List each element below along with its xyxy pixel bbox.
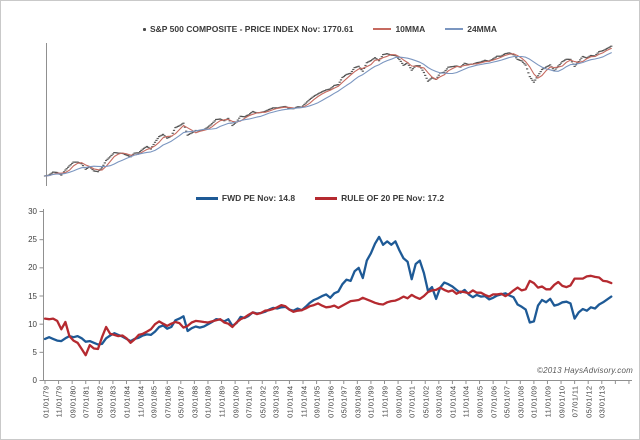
x-axis-date-label: 11/01/89 — [217, 385, 227, 417]
x-axis-date-label: 01/01/79 — [41, 385, 50, 418]
x-axis-date-label: 03/01/93 — [271, 385, 281, 418]
x-axis-date-label: 07/01/96 — [326, 385, 336, 418]
series-line-marker-icon — [195, 196, 218, 200]
legend-item: 10MMA — [373, 24, 425, 34]
x-axis-date-label: 03/01/03 — [434, 385, 444, 418]
series-line-marker-icon — [373, 28, 392, 30]
x-axis-date-label: 09/01/05 — [475, 385, 485, 418]
x-axis-date-label: 05/01/12 — [584, 385, 594, 418]
y-axis-tick-label: 25 — [28, 235, 37, 245]
x-axis-date-label: 03/01/98 — [353, 385, 363, 418]
x-axis-date-label: 11/01/99 — [380, 385, 390, 417]
x-axis-date-label: 09/01/80 — [68, 385, 78, 418]
x-axis-date-label: 07/01/01 — [407, 385, 417, 418]
x-axis-date-label: 05/01/07 — [502, 385, 512, 418]
legend-label: 10MMA — [395, 24, 426, 34]
legend-item: FWD PE Nov: 14.8 — [195, 193, 296, 203]
legend-item: 24MMA — [445, 24, 497, 34]
x-axis-date-label: 11/01/79 — [54, 385, 64, 417]
x-axis-date-label: 01/01/04 — [448, 385, 458, 418]
legend-label: RULE OF 20 PE Nov: 17.2 — [341, 193, 445, 203]
x-axis-date-label: 05/01/92 — [258, 385, 268, 418]
x-axis-date-label: 01/01/99 — [366, 385, 376, 418]
x-axis-date-label: 01/01/84 — [122, 385, 132, 418]
x-axis-date-label: 05/01/87 — [176, 385, 186, 418]
top-chart-legend: S&P 500 COMPOSITE - PRICE INDEX Nov: 177… — [1, 24, 639, 34]
x-axis-date-label: 03/01/88 — [190, 385, 200, 418]
x-axis-date-label: 09/01/90 — [231, 385, 241, 418]
y-axis-tick-label: 20 — [28, 263, 37, 273]
legend-item: RULE OF 20 PE Nov: 17.2 — [315, 193, 444, 203]
y-axis-tick-label: 5 — [32, 347, 37, 357]
x-axis-date-label: 09/01/95 — [312, 385, 322, 418]
x-axis-date-label: 07/01/91 — [244, 385, 254, 418]
legend-label: 24MMA — [467, 24, 497, 34]
x-axis-date-label: 11/01/94 — [299, 385, 309, 417]
x-axis-date-label: 03/01/08 — [516, 385, 526, 418]
x-axis-date-label: 07/01/06 — [489, 385, 499, 418]
y-axis-tick-label: 10 — [28, 319, 37, 329]
x-axis-date-label: 05/01/02 — [421, 385, 431, 418]
legend-label: S&P 500 COMPOSITE - PRICE INDEX Nov: 177… — [150, 24, 354, 34]
x-axis-date-label: 03/01/13 — [597, 385, 607, 418]
x-axis-date-label: 07/01/81 — [81, 385, 91, 418]
legend-item: S&P 500 COMPOSITE - PRICE INDEX Nov: 177… — [143, 24, 353, 34]
x-axis-date-label: 03/01/83 — [108, 385, 118, 418]
x-axis-date-label: 07/01/86 — [163, 385, 173, 418]
series-dot-marker-icon — [143, 27, 146, 31]
y-axis-tick-label: 30 — [28, 207, 37, 216]
x-axis-date-label: 05/01/82 — [95, 385, 105, 418]
bottom-chart-legend: FWD PE Nov: 14.8 RULE OF 20 PE Nov: 17.2 — [1, 193, 639, 203]
legend-label: FWD PE Nov: 14.8 — [221, 193, 296, 203]
x-axis-date-label: 01/01/09 — [529, 385, 539, 418]
copyright-watermark: ©2013 HaysAdvisory.com — [537, 366, 633, 375]
x-axis-date-label: 07/01/11 — [570, 385, 580, 417]
x-axis-date-label: 05/01/97 — [339, 385, 349, 418]
x-axis-date-label: 09/01/85 — [149, 385, 159, 418]
x-axis-date-label: 11/01/09 — [543, 385, 553, 417]
series-line-marker-icon — [445, 28, 464, 30]
x-axis-date-label: 09/01/10 — [557, 385, 567, 418]
x-axis-date-label: 01/01/89 — [203, 385, 213, 418]
y-axis-tick-label: 15 — [28, 291, 37, 301]
y-axis-tick-label: 0 — [32, 376, 37, 385]
x-axis-date-label: 11/01/84 — [136, 385, 146, 417]
series-line-marker-icon — [315, 196, 338, 200]
x-axis-date-label: 01/01/94 — [285, 385, 295, 418]
x-axis-date-label: 11/01/04 — [461, 385, 471, 417]
x-axis-date-label: 09/01/00 — [394, 385, 404, 418]
